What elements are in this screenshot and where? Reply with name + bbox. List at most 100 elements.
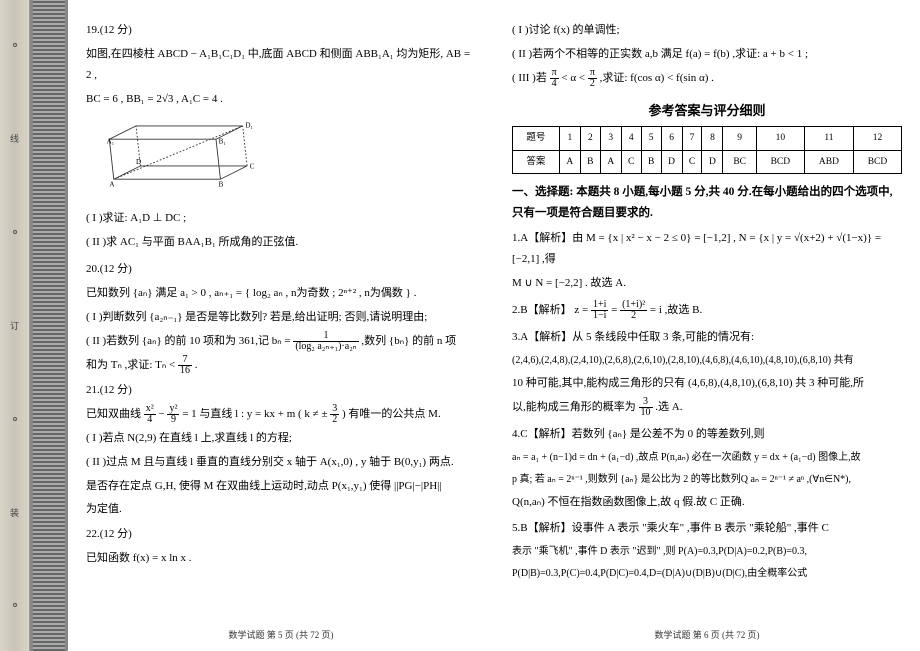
sol2-ta: z = xyxy=(574,304,591,316)
sol4-label: 4.C【解析】 xyxy=(512,428,572,440)
svg-text:A: A xyxy=(109,180,115,188)
ath8: 8 xyxy=(702,127,723,150)
left-footer: 数学试题 第 5 页 (共 72 页) xyxy=(86,628,476,641)
margin-label: 装 xyxy=(8,508,21,517)
margin-label: 订 xyxy=(8,321,21,330)
sol3-t3: 10 种可能,其中,能构成三角形的只有 (4,6,8),(4,8,10),(6,… xyxy=(512,373,902,394)
atr10: BCD xyxy=(756,150,804,173)
sol4-t3: p 真; 若 aₙ = 2ⁿ⁻¹ ,则数列 {aₙ} 是公比为 2 的等比数列Q… xyxy=(512,470,902,489)
atr6: D xyxy=(661,150,682,173)
svg-text:C: C xyxy=(250,162,255,170)
atr8: D xyxy=(702,150,723,173)
q22-frac1: π4 xyxy=(550,68,559,89)
q22-part1: ( I )讨论 f(x) 的单调性; xyxy=(512,20,902,41)
sol2-frac1: 1+i1−i xyxy=(591,300,608,321)
solution-5: 5.B【解析】设事件 A 表示 "乘火车" ,事件 B 表示 "乘轮船" ,事件… xyxy=(512,518,902,583)
section1-header: 一、选择题: 本题共 8 小题,每小题 5 分,共 40 分.在每小题给出的四个… xyxy=(512,182,902,226)
sol3-t2: (2,4,6),(2,4,8),(2,4,10),(2,6,8),(2,6,10… xyxy=(512,351,902,370)
q22-header: 22.(12 分) xyxy=(86,524,476,545)
ath11: 11 xyxy=(804,127,853,150)
atr5: B xyxy=(641,150,661,173)
sol5-t3: P(D|B)=0.3,P(C)=0.4,P(D|C)=0.4,D=(D|A)∪(… xyxy=(512,564,902,583)
left-content: 19.(12 分) 如图,在四棱柱 ABCD − A₁B₁C₁D₁ 中,底面 A… xyxy=(86,20,476,622)
q21-part3: 是否存在定点 G,H, 使得 M 在双曲线上运动时,动点 P(x₁,y₁) 使得… xyxy=(86,476,476,497)
q20-p2b: ,数列 {bₙ} 的前 n 项 xyxy=(361,335,456,347)
q22-part3: ( III )若 π4 < α < π2 ,求证: f(cos α) < f(s… xyxy=(512,68,902,89)
q22-p3c: ,求证: f(cos α) < f(sin α) . xyxy=(600,72,714,84)
q21-intro: 已知双曲线 x²4 − y²9 = 1 与直线 l : y = kx + m (… xyxy=(86,404,476,425)
ath0: 题号 xyxy=(513,127,560,150)
q21-frac3: 32 xyxy=(330,404,339,425)
sol2-tb: = xyxy=(611,304,620,316)
q20-frac1: 1(log₂ a₂ₙ₊₁)·a₂ₙ xyxy=(293,331,358,352)
margin-dot xyxy=(13,603,17,607)
q19-line1: 如图,在四棱柱 ABCD − A₁B₁C₁D₁ 中,底面 ABCD 和侧面 AB… xyxy=(86,44,476,86)
q19-part1: ( I )求证: A₁D ⊥ DC ; xyxy=(86,208,476,229)
q22-part2: ( II )若两个不相等的正实数 a,b 满足 f(a) = f(b) ,求证:… xyxy=(512,44,902,65)
margin-dot xyxy=(13,230,17,234)
atr12: BCD xyxy=(853,150,901,173)
svg-text:A₁: A₁ xyxy=(107,137,115,145)
ath5: 5 xyxy=(641,127,661,150)
svg-text:D₁: D₁ xyxy=(245,121,253,129)
margin-label: 线 xyxy=(8,134,21,143)
q21-part2: ( II )过点 M 且与直线 l 垂直的直线分别交 x 轴于 A(x₁,0) … xyxy=(86,452,476,473)
svg-text:B: B xyxy=(219,180,224,188)
margin-dot xyxy=(13,417,17,421)
ath12: 12 xyxy=(853,127,901,150)
prism-figure: A₁ B₁ D₁ A B C D xyxy=(86,117,266,197)
q22-p3a: ( III )若 xyxy=(512,72,550,84)
atr11: ABD xyxy=(804,150,853,173)
q22-frac2: π2 xyxy=(588,68,597,89)
ath2: 2 xyxy=(580,127,600,150)
ath3: 3 xyxy=(600,127,621,150)
q20-p2c: 和为 Tₙ ,求证: Tₙ < xyxy=(86,359,178,371)
ath10: 10 xyxy=(756,127,804,150)
q21-part4: 为定值. xyxy=(86,499,476,520)
sol4-t2: aₙ = a₁ + (n−1)d = dn + (a₁−d) ,故点 P(n,a… xyxy=(512,448,902,467)
sol3-t1: 从 5 条线段中任取 3 条,可能的情况有: xyxy=(572,331,754,343)
answer-table: 题号 1 2 3 4 5 6 7 8 9 10 11 12 答案 A B A C… xyxy=(512,126,902,173)
ath1: 1 xyxy=(559,127,580,150)
atr3: A xyxy=(600,150,621,173)
atr9: BC xyxy=(723,150,756,173)
q21-header: 21.(12 分) xyxy=(86,380,476,401)
right-page: ( I )讨论 f(x) 的单调性; ( II )若两个不相等的正实数 a,b … xyxy=(494,0,920,651)
atr2: B xyxy=(580,150,600,173)
sol3-t4a: 以,能构成三角形的概率为 xyxy=(512,401,639,413)
q20-part2c: 和为 Tₙ ,求证: Tₙ < 716 . xyxy=(86,355,476,376)
book-binding xyxy=(30,0,68,651)
q21-ib: − xyxy=(159,408,168,420)
sol4-t1: 若数列 {aₙ} 是公差不为 0 的等差数列,则 xyxy=(572,428,765,440)
ath4: 4 xyxy=(621,127,641,150)
ath7: 7 xyxy=(682,127,702,150)
sol5-t2: 表示 "乘飞机" ,事件 D 表示 "迟到" ,则 P(A)=0.3,P(D|A… xyxy=(512,542,902,561)
q21-ic: = 1 与直线 l : y = kx + m ( k ≠ ± xyxy=(182,408,330,420)
sol1-label: 1.A【解析】 xyxy=(512,232,572,244)
q21-part1: ( I )若点 N(2,9) 在直线 l 上,求直线 l 的方程; xyxy=(86,428,476,449)
q21-frac1: x²4 xyxy=(144,404,156,425)
solution-3: 3.A【解析】从 5 条线段中任取 3 条,可能的情况有: (2,4,6),(2… xyxy=(512,327,902,418)
q20-frac2: 716 xyxy=(178,355,192,376)
solution-2: 2.B【解析】 z = 1+i1−i = (1+i)²2 = i ,故选 B. xyxy=(512,300,902,321)
sol4-t4: Q(n,aₙ) 不恒在指数函数图像上,故 q 假.故 C 正确. xyxy=(512,492,902,513)
sol3-frac: 310 xyxy=(639,397,653,418)
svg-text:B₁: B₁ xyxy=(219,137,226,145)
right-footer: 数学试题 第 6 页 (共 72 页) xyxy=(512,628,902,641)
sol1-t2: M ∪ N = [−2,2] . 故选 A. xyxy=(512,273,902,294)
q21-ia: 已知双曲线 xyxy=(86,408,144,420)
q20-intro: 已知数列 {aₙ} 满足 a₁ > 0 , aₙ₊₁ = { log₂ aₙ ,… xyxy=(86,283,476,304)
sol2-label: 2.B【解析】 xyxy=(512,304,572,316)
atr1: A xyxy=(559,150,580,173)
q22-p3b: < α < xyxy=(561,72,587,84)
sol3-t4: 以,能构成三角形的概率为 310 .选 A. xyxy=(512,397,902,418)
sol5-label: 5.B【解析】 xyxy=(512,522,572,534)
answer-value-row: 答案 A B A C B D C D BC BCD ABD BCD xyxy=(513,150,902,173)
solution-1: 1.A【解析】由 M = {x | x² − x − 2 ≤ 0} = [−1,… xyxy=(512,228,902,294)
answer-header-row: 题号 1 2 3 4 5 6 7 8 9 10 11 12 xyxy=(513,127,902,150)
answers-title: 参考答案与评分细则 xyxy=(512,99,902,124)
q19-line2: BC = 6 , BB₁ = 2√3 , A₁C = 4 . xyxy=(86,89,476,110)
solution-4: 4.C【解析】若数列 {aₙ} 是公差不为 0 的等差数列,则 aₙ = a₁ … xyxy=(512,424,902,513)
atr7: C xyxy=(682,150,702,173)
sol2-frac2: (1+i)²2 xyxy=(620,300,647,321)
